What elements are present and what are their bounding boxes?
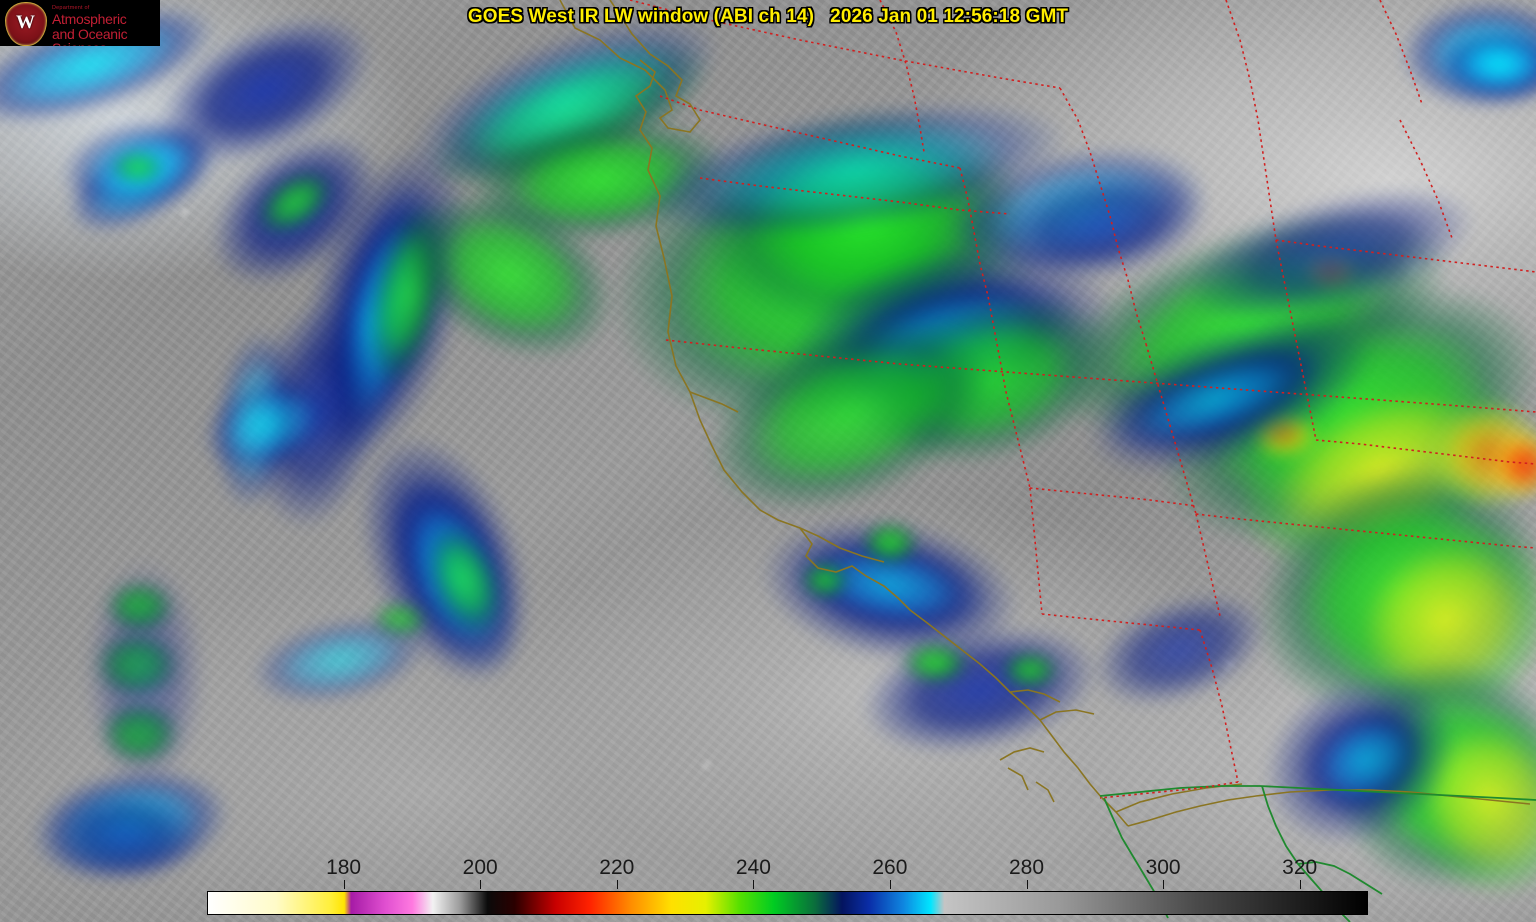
logo-line-2: and Oceanic Sciences bbox=[52, 26, 128, 46]
uw-aos-logo: W Department of Atmospheric and Oceanic … bbox=[0, 0, 160, 46]
uw-crest-letter: W bbox=[16, 12, 35, 33]
international-border-paths bbox=[1099, 785, 1536, 922]
logo-department-line: Department of bbox=[52, 5, 90, 11]
uw-crest-icon bbox=[5, 2, 47, 46]
logo-line-1: Atmospheric bbox=[52, 11, 127, 27]
coastline-paths bbox=[559, 0, 1531, 827]
state-border-paths bbox=[629, 0, 1536, 799]
